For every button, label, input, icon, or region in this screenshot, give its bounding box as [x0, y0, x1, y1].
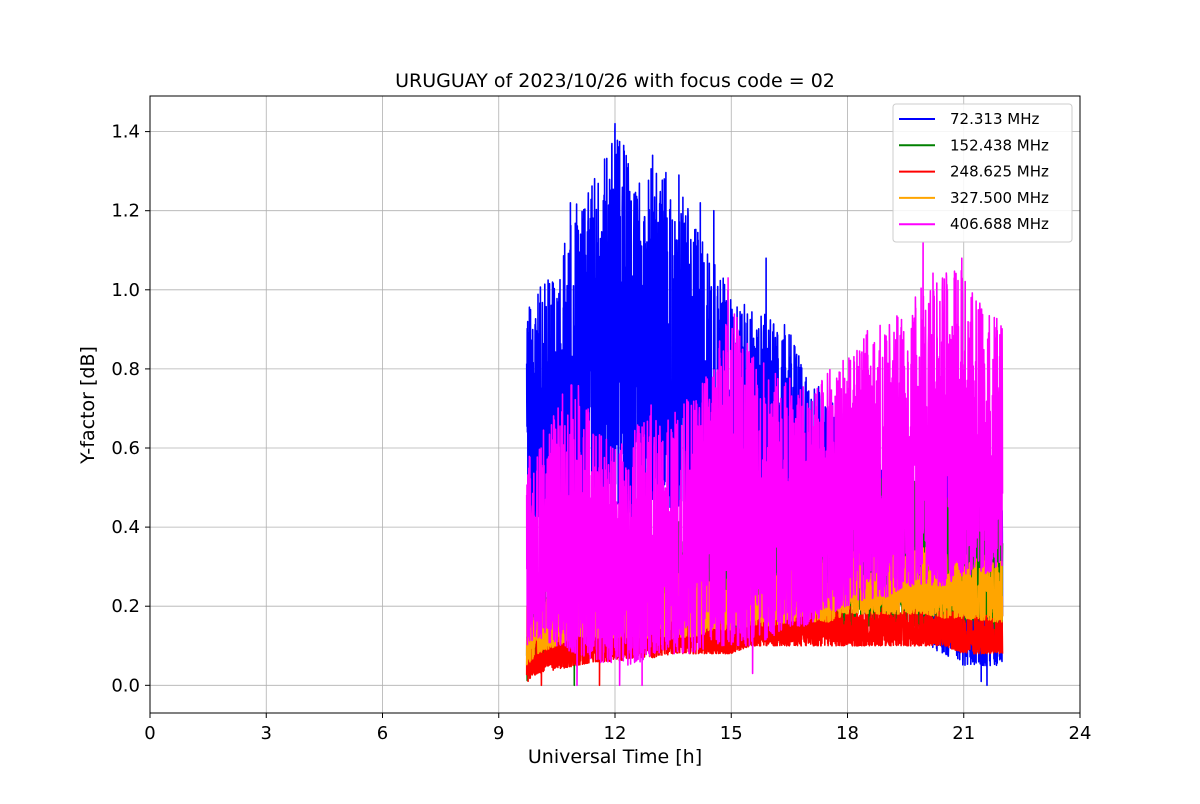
legend-label: 152.438 MHz [950, 136, 1049, 154]
x-tick-label: 3 [261, 723, 272, 744]
y-tick-label: 0.2 [111, 596, 140, 617]
legend-label: 72.313 MHz [950, 110, 1039, 128]
y-tick-label: 0.0 [111, 675, 140, 696]
x-tick-label: 6 [377, 723, 388, 744]
y-axis-label: Y-factor [dB] [77, 346, 99, 465]
x-tick-label: 9 [493, 723, 504, 744]
axis-ticks: 0 3 6 9 12 15 18 21 24 0.0 0.2 0.4 0.6 0.8 1.0 1.2 1.4 [111, 122, 1091, 744]
x-axis-label: Universal Time [h] [528, 746, 702, 768]
x-tick-label: 18 [836, 723, 859, 744]
x-tick-label: 12 [604, 723, 627, 744]
x-tick-label: 24 [1069, 723, 1092, 744]
legend: 72.313 MHz 152.438 MHz 248.625 MHz 327.500 … [892, 103, 1073, 243]
chart-title: URUGUAY of 2023/10/26 with focus code = … [395, 70, 835, 92]
y-tick-label: 0.8 [111, 359, 140, 380]
y-tick-label: 1.4 [111, 122, 140, 143]
y-tick-label: 0.4 [111, 517, 140, 538]
legend-label: 248.625 MHz [950, 163, 1049, 181]
x-tick-label: 21 [952, 723, 975, 744]
y-tick-label: 1.0 [111, 280, 140, 301]
legend-label: 327.500 MHz [950, 189, 1049, 207]
x-tick-label: 15 [720, 723, 743, 744]
legend-box [892, 103, 1073, 243]
y-tick-label: 1.2 [111, 201, 140, 222]
y-tick-label: 0.6 [111, 438, 140, 459]
legend-label: 406.688 MHz [950, 215, 1049, 233]
series-line [525, 241, 1004, 687]
plot-area [525, 122, 1004, 687]
x-tick-label: 0 [144, 723, 155, 744]
